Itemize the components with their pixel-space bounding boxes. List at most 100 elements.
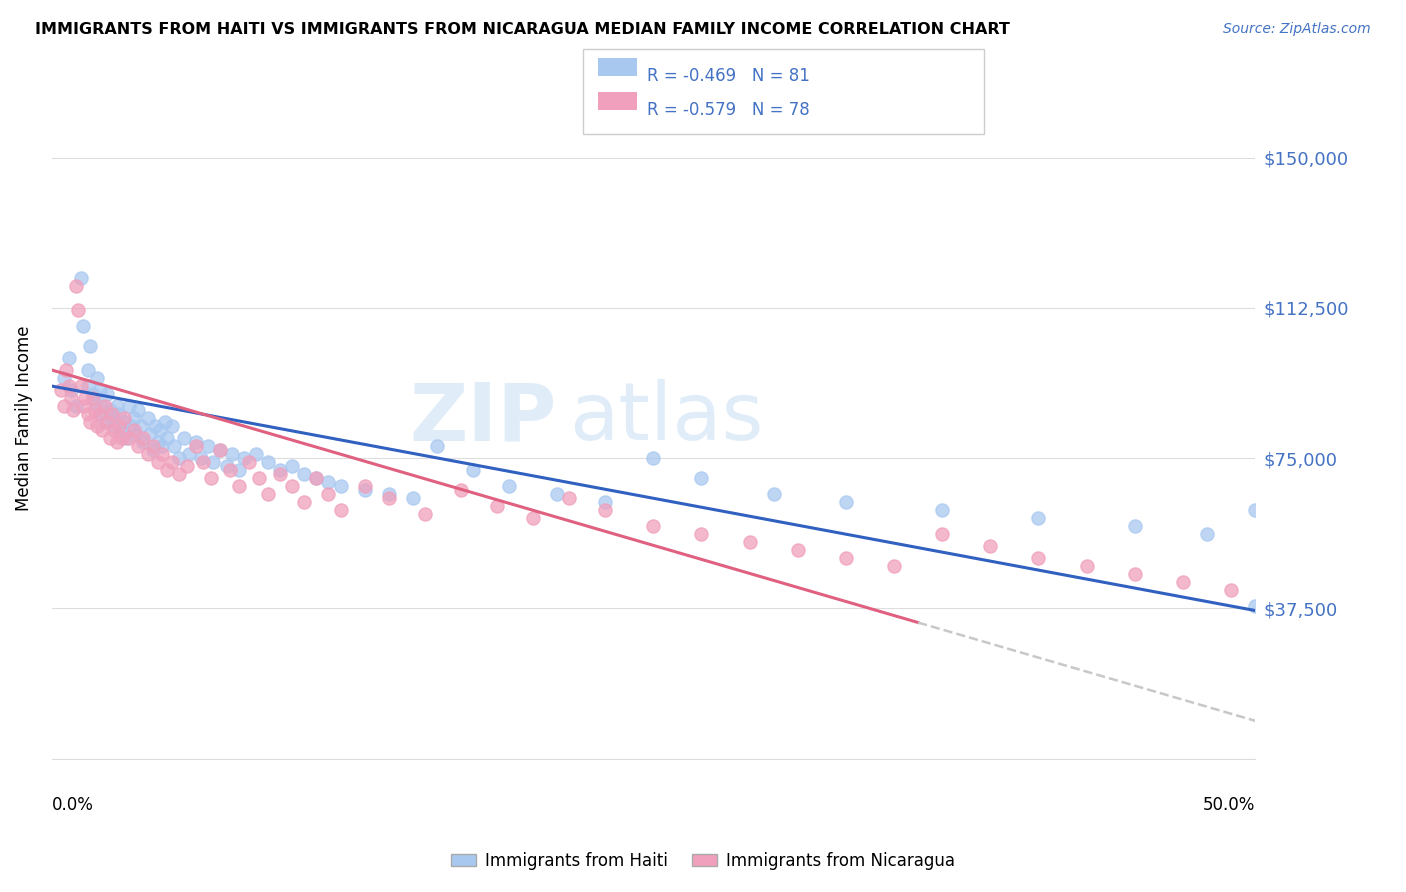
Point (197, 439, 219, 453)
Point (65, 399, 87, 413)
Text: R = -0.579   N = 78: R = -0.579 N = 78 (647, 101, 810, 119)
Point (108, 419, 131, 434)
Point (690, 527, 713, 541)
Point (103, 419, 125, 434)
Point (96, 415, 118, 429)
Point (169, 451, 191, 466)
Point (160, 419, 183, 434)
Point (738, 535, 761, 549)
Point (103, 423, 125, 437)
Point (59, 383, 82, 397)
Point (593, 495, 616, 509)
Point (76, 379, 98, 393)
Point (98, 431, 121, 445)
Point (402, 491, 425, 506)
Text: atlas: atlas (569, 379, 763, 457)
Point (127, 403, 149, 417)
Legend: Immigrants from Haiti, Immigrants from Nicaragua: Immigrants from Haiti, Immigrants from N… (444, 846, 962, 877)
Point (257, 487, 280, 501)
Point (96, 387, 118, 401)
Point (76, 363, 98, 377)
Point (221, 447, 243, 461)
Text: Source: ZipAtlas.com: Source: ZipAtlas.com (1223, 22, 1371, 37)
Point (120, 419, 142, 434)
Point (62, 403, 84, 417)
Point (835, 495, 858, 509)
Point (146, 435, 169, 450)
Point (269, 463, 291, 477)
Point (51, 383, 73, 397)
Point (52, 399, 75, 413)
Point (75, 391, 97, 405)
Point (1244, 503, 1267, 517)
Point (201, 455, 224, 469)
Point (281, 459, 304, 474)
Point (149, 423, 172, 437)
Point (86, 371, 108, 385)
Point (152, 439, 174, 453)
Point (58, 379, 80, 393)
Point (558, 491, 581, 506)
Point (186, 435, 208, 450)
Point (931, 527, 953, 541)
Point (129, 419, 152, 434)
Point (84, 395, 107, 409)
Point (1076, 559, 1098, 574)
Point (115, 431, 138, 445)
Point (979, 540, 1001, 554)
Point (305, 471, 328, 485)
Point (91, 399, 114, 413)
Point (89, 383, 111, 397)
Point (101, 407, 124, 421)
Point (1268, 591, 1291, 606)
Point (59, 391, 82, 405)
Text: R = -0.469   N = 81: R = -0.469 N = 81 (647, 67, 810, 85)
Point (835, 551, 858, 566)
Point (193, 455, 215, 469)
Point (152, 447, 174, 461)
Point (218, 463, 240, 477)
Point (58, 351, 80, 365)
Point (125, 427, 148, 442)
Point (156, 463, 179, 477)
Point (329, 503, 352, 517)
Point (294, 467, 316, 482)
Point (79, 415, 101, 429)
Point (593, 503, 616, 517)
Point (136, 447, 159, 461)
Point (173, 431, 195, 445)
Point (101, 411, 124, 425)
Point (122, 411, 145, 425)
Point (108, 407, 131, 421)
Point (1028, 511, 1050, 525)
Point (142, 443, 165, 458)
Point (353, 479, 375, 493)
Point (233, 451, 256, 466)
Point (89, 407, 111, 421)
Point (1123, 519, 1146, 533)
Point (169, 467, 191, 482)
Point (160, 455, 183, 469)
Point (98, 403, 121, 417)
Text: 0.0%: 0.0% (52, 797, 94, 814)
Point (143, 419, 166, 434)
Point (146, 455, 169, 469)
Point (67, 302, 90, 317)
Y-axis label: Median Family Income: Median Family Income (15, 326, 32, 511)
Point (1028, 551, 1050, 566)
Point (305, 471, 328, 485)
Point (257, 455, 280, 469)
Point (643, 519, 665, 533)
Point (238, 455, 260, 469)
Point (245, 447, 267, 461)
Point (93, 399, 115, 413)
Point (132, 435, 155, 450)
Point (209, 443, 232, 458)
Point (110, 423, 132, 437)
Point (762, 487, 785, 501)
Point (247, 471, 270, 485)
Text: IMMIGRANTS FROM HAITI VS IMMIGRANTS FROM NICARAGUA MEDIAN FAMILY INCOME CORRELAT: IMMIGRANTS FROM HAITI VS IMMIGRANTS FROM… (35, 22, 1010, 37)
Point (112, 411, 135, 425)
Point (329, 479, 352, 493)
Point (450, 483, 472, 498)
